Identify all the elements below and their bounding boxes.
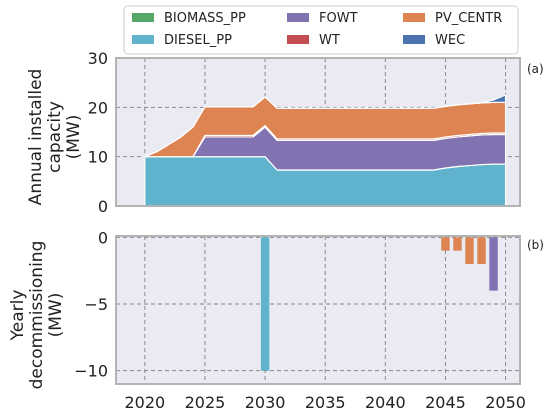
panel-installed-capacity: 0 10 20 30 Annual installedcapacity(MW) (a) bbox=[26, 49, 544, 216]
y-axis-label-line-1-1: decommissioning bbox=[27, 241, 47, 390]
bar-pv-centr-2048 bbox=[477, 237, 486, 264]
plot-frame-a bbox=[115, 57, 521, 207]
legend: BIOMASS_PP FOWT PV_CENTR DIESEL_PP WT WE… bbox=[123, 5, 519, 55]
y-tick-label-0-2: 20 bbox=[88, 98, 108, 117]
tick-labels-a: 0 10 20 30 bbox=[88, 49, 108, 216]
x-tick-label-0: 2020 bbox=[124, 393, 165, 412]
x-tick-labels: 2020 2025 2030 2035 2040 2045 2050 bbox=[124, 393, 525, 412]
panel-label-b: (b) bbox=[527, 238, 544, 252]
legend-entry-wt: WT bbox=[287, 33, 340, 48]
tick-labels-b: 0 −5 −10 bbox=[74, 228, 108, 380]
plot-frame-b bbox=[115, 235, 521, 385]
legend-swatch-wt bbox=[287, 35, 309, 44]
y-axis-label-line-1-2: (MW) bbox=[46, 293, 66, 338]
legend-label-biomass-pp: BIOMASS_PP bbox=[164, 11, 246, 26]
x-tick-label-5: 2045 bbox=[425, 393, 466, 412]
y-tick-label-0-1: 10 bbox=[88, 148, 108, 167]
panel-label-a: (a) bbox=[527, 62, 544, 76]
legend-swatch-fowt bbox=[287, 13, 309, 22]
y-tick-label-1-1: −5 bbox=[84, 295, 108, 314]
legend-label-wt: WT bbox=[319, 33, 340, 48]
legend-label-fowt: FOWT bbox=[319, 11, 358, 26]
x-tick-label-6: 2050 bbox=[485, 393, 526, 412]
panel-decommissioning: 0 −5 −10 Yearlydecommissioning(MW) (b) bbox=[8, 228, 544, 389]
x-tick-label-2: 2030 bbox=[245, 393, 286, 412]
bar-diesel-pp-2030 bbox=[260, 237, 270, 371]
y-tick-label-1-0: 0 bbox=[98, 228, 108, 247]
legend-entry-wec: WEC bbox=[403, 33, 465, 48]
bar-series-group bbox=[260, 237, 498, 371]
legend-label-diesel-pp: DIESEL_PP bbox=[164, 33, 232, 48]
y-axis-label-line-0-2: (MW) bbox=[64, 115, 84, 160]
y-axis-label-b: Yearlydecommissioning(MW) bbox=[8, 241, 66, 390]
x-tick-label-4: 2040 bbox=[365, 393, 406, 412]
area-series-group bbox=[144, 94, 507, 207]
y-tick-label-0-3: 30 bbox=[88, 49, 108, 68]
bar-fowt-2049 bbox=[489, 237, 498, 291]
y-axis-label-a: Annual installedcapacity(MW) bbox=[26, 69, 84, 206]
y-axis-label-line-1-0: Yearly bbox=[8, 290, 28, 342]
legend-swatch-biomass-pp bbox=[132, 13, 154, 22]
legend-entry-pv-centr: PV_CENTR bbox=[403, 11, 502, 26]
y-axis-label-line-0-0: Annual installed bbox=[26, 69, 46, 206]
y-tick-label-1-2: −10 bbox=[74, 362, 108, 381]
legend-swatch-diesel-pp bbox=[132, 35, 154, 44]
legend-label-pv-centr: PV_CENTR bbox=[435, 11, 502, 26]
bar-pv-centr-2047 bbox=[465, 237, 474, 264]
bar-pv-centr-2046 bbox=[453, 237, 462, 251]
legend-swatch-pv-centr bbox=[403, 13, 425, 22]
legend-entry-diesel-pp: DIESEL_PP bbox=[132, 33, 232, 48]
legend-entry-biomass-pp: BIOMASS_PP bbox=[132, 11, 246, 26]
plot-area-b bbox=[116, 236, 520, 384]
legend-entry-fowt: FOWT bbox=[287, 11, 358, 26]
y-axis-label-line-0-1: capacity bbox=[45, 101, 65, 173]
x-tick-label-1: 2025 bbox=[185, 393, 226, 412]
area-wec bbox=[144, 94, 507, 158]
legend-swatch-wec bbox=[403, 35, 425, 44]
bar-pv-centr-2045 bbox=[441, 237, 450, 251]
y-tick-label-0-0: 0 bbox=[98, 197, 108, 216]
legend-label-wec: WEC bbox=[435, 33, 465, 48]
x-tick-label-3: 2035 bbox=[305, 393, 346, 412]
